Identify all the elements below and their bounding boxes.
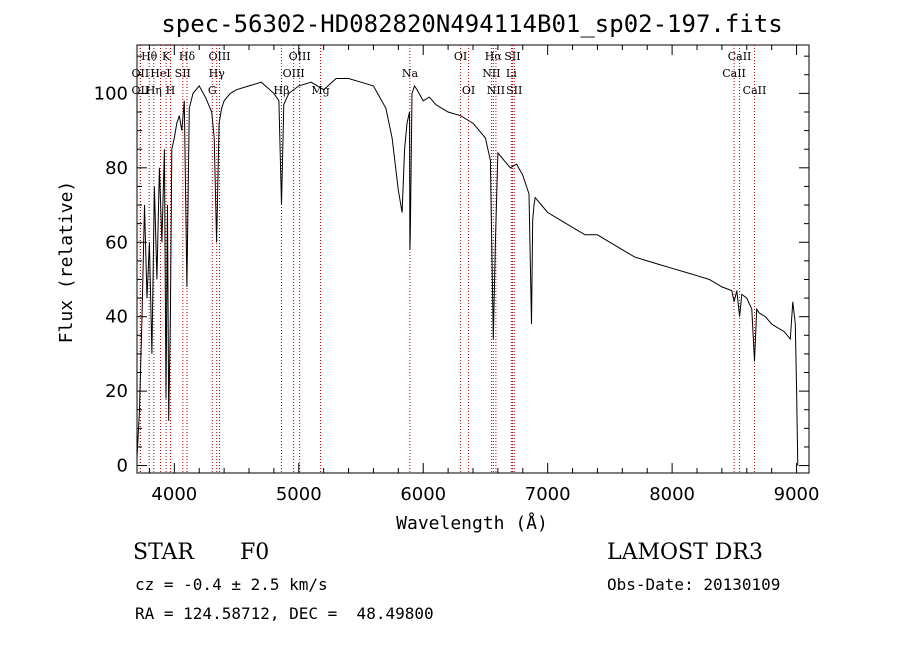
line-label-11: G bbox=[208, 84, 217, 97]
redshift-cz: cz = -0.4 ± 2.5 km/s bbox=[135, 575, 328, 594]
x-tick-label-2: 6000 bbox=[400, 484, 446, 505]
line-label-23: Li bbox=[506, 67, 517, 80]
line-label-21: NII bbox=[487, 84, 505, 97]
line-label-3: Hη bbox=[146, 84, 162, 97]
line-label-12: Hβ bbox=[274, 84, 290, 97]
line-label-27: CaII bbox=[743, 84, 767, 97]
flux-line bbox=[136, 78, 799, 466]
x-tick-label-1: 5000 bbox=[276, 484, 322, 505]
line-label-16: Na bbox=[402, 67, 419, 80]
chart-title: spec-56302-HD082820N494114B01_sp02-197.f… bbox=[161, 10, 782, 38]
line-label-15: Mg bbox=[311, 84, 329, 97]
line-label-19: Hα bbox=[485, 50, 503, 63]
line-label-5: K bbox=[162, 50, 171, 63]
line-label-18: OI bbox=[462, 84, 475, 97]
line-label-4: HeI bbox=[150, 67, 170, 80]
spectral-subclass: F0 bbox=[240, 540, 270, 565]
line-label-7: H bbox=[166, 84, 176, 97]
x-axis-label: Wavelength (Å) bbox=[396, 512, 548, 534]
x-tick-label-3: 7000 bbox=[525, 484, 571, 505]
line-label-9: OIII bbox=[208, 50, 230, 63]
line-label-20: NII bbox=[482, 67, 500, 80]
y-axis-label: Flux (relative) bbox=[56, 181, 77, 344]
spectral-line-markers bbox=[139, 45, 755, 473]
x-tick-label-4: 8000 bbox=[649, 484, 695, 505]
y-axis-ticks: 0 20 40 60 80 100 bbox=[94, 55, 809, 477]
x-axis-ticks: 4000 5000 6000 7000 8000 9000 bbox=[148, 45, 820, 505]
y-tick-label-3: 60 bbox=[105, 232, 128, 253]
line-label-1: OII bbox=[132, 67, 150, 80]
y-tick-label-5: 100 bbox=[94, 83, 128, 104]
survey-name: LAMOST DR3 bbox=[607, 540, 763, 565]
observation-date: Obs-Date: 20130109 bbox=[607, 575, 781, 594]
y-tick-label-0: 0 bbox=[117, 456, 128, 477]
line-label-17: OI bbox=[454, 50, 467, 63]
y-tick-label-1: 20 bbox=[105, 381, 128, 402]
line-label-0: Hθ bbox=[141, 50, 158, 63]
line-label-10: Hγ bbox=[209, 67, 226, 80]
line-label-25: CaII bbox=[728, 50, 752, 63]
ra-dec-coordinates: RA = 124.58712, DEC = 48.49800 bbox=[135, 604, 434, 623]
line-label-26: CaII bbox=[722, 67, 746, 80]
y-tick-label-4: 80 bbox=[105, 158, 128, 179]
x-tick-label-0: 4000 bbox=[151, 484, 197, 505]
line-label-8: Hδ bbox=[179, 50, 196, 63]
plot-frame bbox=[136, 44, 810, 474]
line-label-22: SII bbox=[504, 50, 520, 63]
line-label-24: SII bbox=[506, 84, 522, 97]
line-label-14: OIII bbox=[283, 67, 305, 80]
object-type: STAR bbox=[133, 540, 194, 565]
line-label-6: SII bbox=[175, 67, 191, 80]
x-tick-label-5: 9000 bbox=[774, 484, 820, 505]
y-tick-label-2: 40 bbox=[105, 307, 128, 328]
line-label-13: OIII bbox=[289, 50, 311, 63]
